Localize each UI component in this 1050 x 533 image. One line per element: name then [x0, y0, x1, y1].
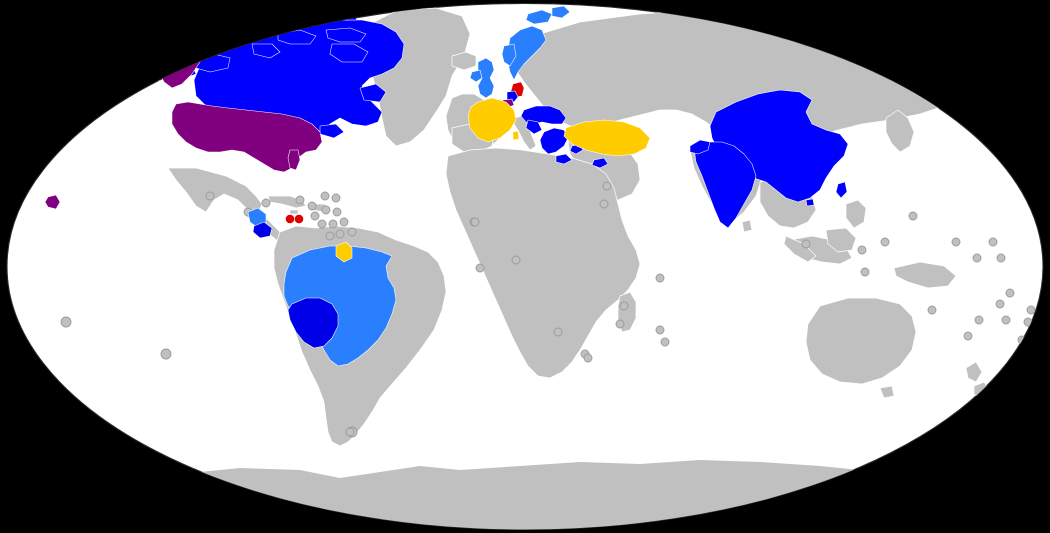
- island-marker: [660, 337, 670, 347]
- region-hawaii: [44, 194, 61, 210]
- island-circle-markers: [60, 181, 1043, 437]
- island-hainan: [805, 198, 815, 207]
- country-united-states: [171, 101, 323, 173]
- island-marker: [619, 301, 629, 311]
- island-marker: [801, 239, 811, 249]
- island-marker: [335, 229, 345, 239]
- island-marker: [511, 255, 521, 265]
- island-corsica: [512, 130, 520, 141]
- island-marker: [860, 267, 870, 277]
- island-marker: [1005, 288, 1015, 298]
- country-france: [467, 97, 517, 143]
- island-marker: [951, 237, 961, 247]
- country-trinidad-and-tobago: [285, 214, 304, 224]
- country-cyprus: [591, 157, 609, 169]
- island-marker: [1026, 305, 1036, 315]
- island-marker: [857, 245, 867, 255]
- country-costa-rica: [252, 221, 273, 239]
- island-marker: [160, 348, 172, 360]
- island-marker: [988, 237, 998, 247]
- island-marker: [908, 211, 918, 221]
- island-marker: [1001, 315, 1011, 325]
- island-marker: [927, 305, 937, 315]
- island-marker: [655, 273, 665, 283]
- country-united-kingdom: [469, 57, 495, 99]
- country-mexico: [167, 167, 263, 215]
- island-marker: [880, 237, 890, 247]
- island-marker: [347, 227, 357, 237]
- island-marker: [996, 253, 1006, 263]
- island-marker: [310, 211, 320, 221]
- island-marker: [553, 327, 563, 337]
- region-svalbard: [525, 5, 571, 25]
- region-balkans: [520, 105, 567, 135]
- island-marker: [307, 201, 317, 211]
- island-marker: [317, 219, 327, 229]
- island-marker: [325, 231, 335, 241]
- island-marker: [995, 299, 1005, 309]
- island-marker: [331, 193, 341, 203]
- island-marker: [655, 325, 665, 335]
- country-papua-new-guinea: [893, 261, 957, 289]
- island-marker: [261, 198, 271, 208]
- island-marker: [972, 253, 982, 263]
- island-marker: [602, 181, 612, 191]
- island-marker: [339, 217, 349, 227]
- island-marker: [295, 195, 305, 205]
- region-taiwan: [835, 181, 848, 199]
- island-marker: [963, 331, 973, 341]
- island-marker: [321, 205, 331, 215]
- island-sri-lanka: [741, 219, 753, 233]
- country-iceland: [451, 51, 477, 71]
- island-marker: [328, 219, 338, 229]
- island-jamaica: [289, 209, 299, 215]
- island-marker: [205, 191, 215, 201]
- country-japan: [885, 109, 915, 153]
- region-north-india: [689, 139, 711, 155]
- country-australia: [805, 297, 917, 385]
- island-marker: [583, 353, 593, 363]
- island-philippines: [845, 199, 867, 229]
- island-marker: [320, 191, 330, 201]
- island-marker: [974, 315, 984, 325]
- island-marker: [345, 427, 355, 437]
- island-marker: [475, 263, 485, 273]
- region-french-guiana: [335, 241, 353, 263]
- island-marker: [615, 319, 625, 329]
- island-borneo: [825, 227, 857, 253]
- country-norway: [501, 25, 547, 81]
- island-marker: [599, 199, 609, 209]
- island-marker: [332, 207, 342, 217]
- island-marker: [470, 217, 480, 227]
- country-bolivia: [287, 297, 339, 349]
- island-marker: [60, 316, 72, 328]
- country-turkey: [563, 119, 651, 157]
- island-tasmania: [879, 385, 895, 399]
- country-india: [693, 141, 757, 229]
